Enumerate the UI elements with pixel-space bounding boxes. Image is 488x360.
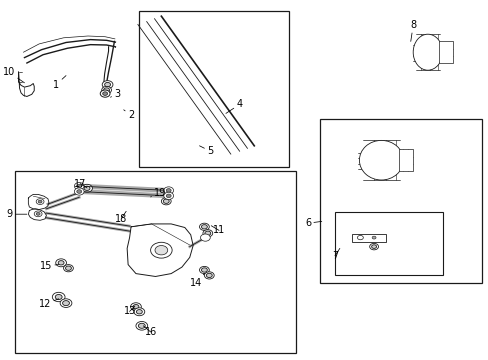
- Circle shape: [369, 243, 378, 250]
- Circle shape: [100, 90, 110, 97]
- Polygon shape: [28, 194, 49, 210]
- Circle shape: [150, 242, 172, 258]
- Circle shape: [204, 231, 210, 235]
- Circle shape: [163, 187, 173, 194]
- Bar: [438, 41, 452, 63]
- Circle shape: [84, 186, 90, 190]
- Text: 12: 12: [39, 299, 59, 309]
- Text: 7: 7: [331, 248, 339, 261]
- Circle shape: [103, 88, 109, 92]
- Text: 16: 16: [143, 326, 157, 337]
- Polygon shape: [28, 209, 46, 220]
- Text: 4: 4: [225, 99, 242, 113]
- Circle shape: [38, 200, 42, 203]
- Circle shape: [163, 192, 173, 199]
- Ellipse shape: [412, 34, 442, 70]
- Bar: [351, 234, 386, 242]
- Circle shape: [74, 188, 84, 195]
- Ellipse shape: [359, 140, 403, 180]
- Circle shape: [77, 184, 81, 188]
- Bar: [139, 11, 288, 167]
- Polygon shape: [24, 40, 115, 63]
- Circle shape: [36, 212, 40, 215]
- Polygon shape: [102, 41, 114, 93]
- Circle shape: [371, 236, 375, 239]
- Circle shape: [102, 81, 113, 89]
- Bar: [15, 171, 295, 353]
- Circle shape: [163, 199, 169, 203]
- Text: 11: 11: [211, 225, 225, 235]
- Text: 15: 15: [40, 261, 59, 271]
- Text: 18: 18: [115, 211, 127, 224]
- Circle shape: [63, 265, 73, 272]
- Circle shape: [136, 310, 142, 314]
- Circle shape: [166, 194, 171, 198]
- Circle shape: [130, 303, 141, 311]
- Circle shape: [136, 321, 147, 330]
- Circle shape: [56, 259, 66, 267]
- Circle shape: [65, 266, 71, 270]
- Text: 5: 5: [199, 146, 213, 156]
- Circle shape: [357, 235, 363, 240]
- Circle shape: [199, 223, 209, 230]
- Circle shape: [77, 190, 81, 193]
- Circle shape: [133, 305, 139, 309]
- Circle shape: [201, 268, 207, 272]
- Circle shape: [204, 272, 214, 279]
- Text: 19: 19: [150, 188, 166, 198]
- Circle shape: [371, 245, 376, 248]
- Bar: [398, 149, 412, 171]
- Circle shape: [166, 189, 171, 192]
- Circle shape: [104, 82, 110, 87]
- Polygon shape: [127, 224, 193, 276]
- Circle shape: [138, 323, 145, 328]
- Text: 17: 17: [74, 179, 87, 189]
- Circle shape: [58, 261, 64, 265]
- Circle shape: [155, 246, 167, 255]
- Bar: [320, 119, 481, 283]
- Text: 6: 6: [305, 218, 321, 228]
- Bar: [334, 212, 442, 275]
- Circle shape: [161, 198, 171, 205]
- Circle shape: [200, 234, 210, 241]
- Text: 10: 10: [2, 67, 24, 83]
- Text: 9: 9: [7, 209, 27, 219]
- Circle shape: [81, 184, 92, 192]
- Circle shape: [102, 86, 111, 94]
- Circle shape: [199, 266, 209, 274]
- Circle shape: [34, 211, 42, 217]
- Circle shape: [206, 273, 212, 278]
- Text: 13: 13: [123, 306, 136, 316]
- Circle shape: [62, 301, 69, 306]
- Circle shape: [134, 308, 144, 316]
- Text: 14: 14: [190, 274, 204, 288]
- Text: 8: 8: [409, 20, 415, 41]
- Text: 1: 1: [53, 76, 66, 90]
- Circle shape: [60, 299, 72, 307]
- Circle shape: [203, 230, 212, 237]
- Circle shape: [55, 294, 62, 300]
- Circle shape: [102, 92, 107, 95]
- Circle shape: [201, 225, 207, 229]
- Circle shape: [74, 183, 84, 190]
- Text: 3: 3: [110, 89, 120, 99]
- Polygon shape: [19, 72, 34, 96]
- Text: 2: 2: [123, 110, 134, 120]
- Circle shape: [36, 199, 44, 204]
- Circle shape: [52, 292, 65, 302]
